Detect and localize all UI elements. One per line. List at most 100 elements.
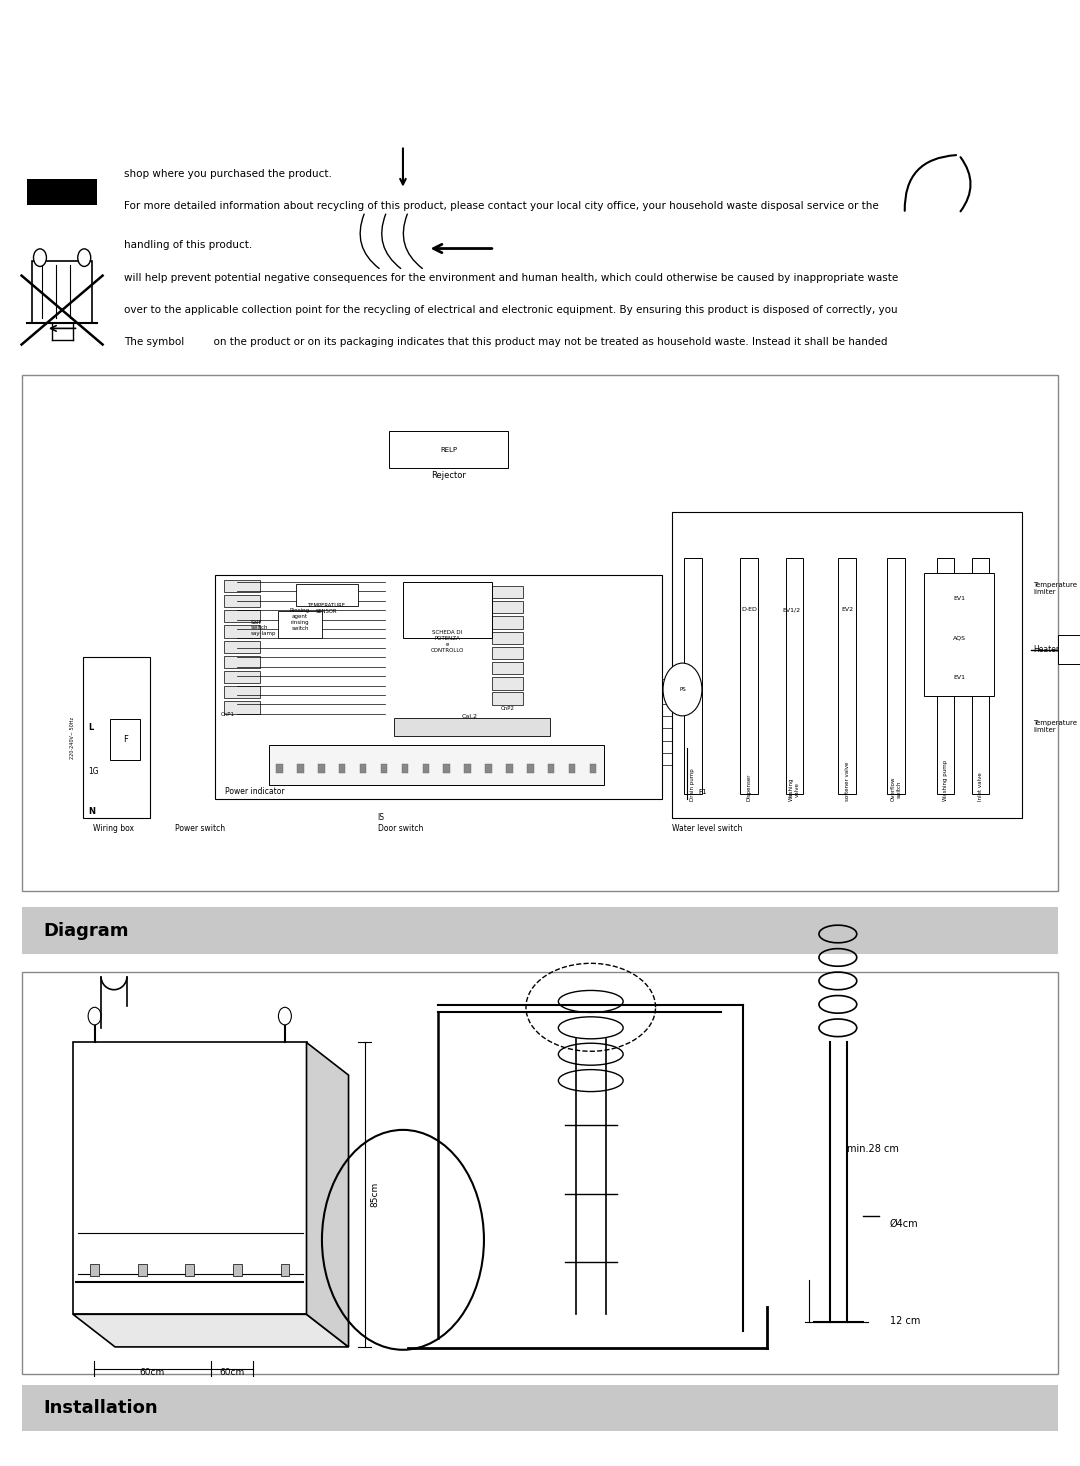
- Text: Temperature
limiter: Temperature limiter: [1032, 582, 1077, 595]
- Bar: [444, 764, 450, 773]
- Bar: [360, 764, 366, 773]
- Bar: [485, 764, 491, 773]
- Polygon shape: [73, 1315, 349, 1347]
- Bar: [224, 671, 259, 683]
- Text: Inlet valve: Inlet valve: [977, 773, 983, 800]
- Bar: [224, 595, 259, 607]
- Text: 60cm: 60cm: [219, 1368, 244, 1378]
- Bar: [389, 431, 508, 468]
- Bar: [296, 583, 359, 607]
- Text: Installation: Installation: [43, 1399, 158, 1418]
- Bar: [924, 573, 995, 695]
- Text: EV1: EV1: [954, 597, 966, 601]
- Bar: [672, 512, 1022, 818]
- Text: 1G: 1G: [89, 767, 99, 776]
- Circle shape: [279, 1007, 292, 1025]
- Bar: [215, 575, 662, 799]
- Text: The symbol         on the product or on its packaging indicates that this produc: The symbol on the product or on its pack…: [124, 337, 888, 347]
- Bar: [339, 764, 346, 773]
- Bar: [224, 655, 259, 668]
- Bar: [32, 261, 92, 323]
- Text: PS: PS: [679, 688, 686, 692]
- Bar: [224, 626, 259, 638]
- Text: Dispenser: Dispenser: [746, 774, 752, 800]
- Bar: [319, 764, 325, 773]
- Bar: [138, 1264, 147, 1275]
- Bar: [269, 745, 604, 786]
- Bar: [569, 764, 576, 773]
- Bar: [464, 764, 471, 773]
- Bar: [492, 692, 524, 705]
- Bar: [224, 610, 259, 623]
- Bar: [492, 677, 524, 689]
- Bar: [110, 718, 140, 759]
- Text: Temperature
limiter: Temperature limiter: [1032, 720, 1077, 733]
- Bar: [73, 1042, 307, 1315]
- Circle shape: [89, 1007, 102, 1025]
- Text: EV2: EV2: [841, 607, 853, 613]
- Text: TEMPERATURE
SENSOR: TEMPERATURE SENSOR: [308, 604, 346, 614]
- Polygon shape: [307, 1042, 349, 1347]
- Text: shop where you purchased the product.: shop where you purchased the product.: [124, 169, 332, 179]
- Bar: [492, 647, 524, 660]
- Text: RELP: RELP: [440, 447, 457, 453]
- Bar: [224, 641, 259, 652]
- Text: min.28 cm: min.28 cm: [847, 1143, 899, 1154]
- Text: Drain pump: Drain pump: [690, 768, 696, 800]
- Bar: [685, 557, 702, 793]
- Text: Heater: Heater: [1032, 645, 1059, 654]
- Bar: [548, 764, 554, 773]
- Bar: [492, 616, 524, 629]
- Text: Diagram: Diagram: [43, 922, 129, 940]
- Bar: [527, 764, 534, 773]
- Circle shape: [78, 249, 91, 267]
- Text: Overflow
switch: Overflow switch: [891, 777, 902, 800]
- Bar: [381, 764, 388, 773]
- Text: SCHEDA DI
POTENZA
e
CONTROLLO: SCHEDA DI POTENZA e CONTROLLO: [431, 630, 464, 652]
- Bar: [786, 557, 804, 793]
- Bar: [741, 557, 758, 793]
- Text: Wiring box: Wiring box: [93, 824, 134, 833]
- Text: D-ED: D-ED: [741, 607, 757, 613]
- Text: EV1: EV1: [954, 674, 966, 680]
- Bar: [22, 375, 1058, 891]
- Bar: [888, 557, 905, 793]
- Bar: [492, 601, 524, 613]
- Bar: [233, 1264, 242, 1275]
- Bar: [281, 1264, 289, 1275]
- Bar: [224, 579, 259, 592]
- Bar: [224, 686, 259, 698]
- Bar: [492, 632, 524, 644]
- Bar: [972, 557, 989, 793]
- Text: CnP1: CnP1: [221, 712, 235, 717]
- Bar: [492, 663, 524, 674]
- Text: Washing pump: Washing pump: [943, 759, 947, 800]
- Bar: [394, 718, 550, 736]
- Text: IS
Door switch: IS Door switch: [378, 814, 423, 833]
- Bar: [297, 764, 303, 773]
- Bar: [402, 764, 408, 773]
- Text: N: N: [89, 806, 95, 815]
- Bar: [838, 557, 855, 793]
- Text: 85cm: 85cm: [370, 1182, 379, 1208]
- Text: Rinsing
agent
rinsing
switch: Rinsing agent rinsing switch: [289, 608, 310, 630]
- Text: will help prevent potential negative consequences for the environment and human : will help prevent potential negative con…: [124, 273, 899, 283]
- Bar: [936, 557, 954, 793]
- Bar: [276, 764, 283, 773]
- Text: P1: P1: [698, 789, 706, 795]
- Text: 60cm: 60cm: [139, 1368, 165, 1378]
- Bar: [186, 1264, 194, 1275]
- Text: AQS: AQS: [953, 635, 966, 641]
- Bar: [22, 1385, 1058, 1431]
- Text: Salt
switch
say-lamp: Salt switch say-lamp: [251, 620, 276, 636]
- Bar: [91, 1264, 99, 1275]
- Text: F: F: [123, 734, 127, 743]
- Text: CnP2: CnP2: [501, 707, 515, 711]
- Text: EV1/2: EV1/2: [782, 607, 800, 613]
- Text: Water level switch: Water level switch: [672, 824, 742, 833]
- Bar: [27, 179, 97, 205]
- Text: Cal.2: Cal.2: [462, 714, 477, 718]
- Text: handling of this product.: handling of this product.: [124, 240, 253, 251]
- Circle shape: [33, 249, 46, 267]
- Text: Ø4cm: Ø4cm: [890, 1220, 918, 1229]
